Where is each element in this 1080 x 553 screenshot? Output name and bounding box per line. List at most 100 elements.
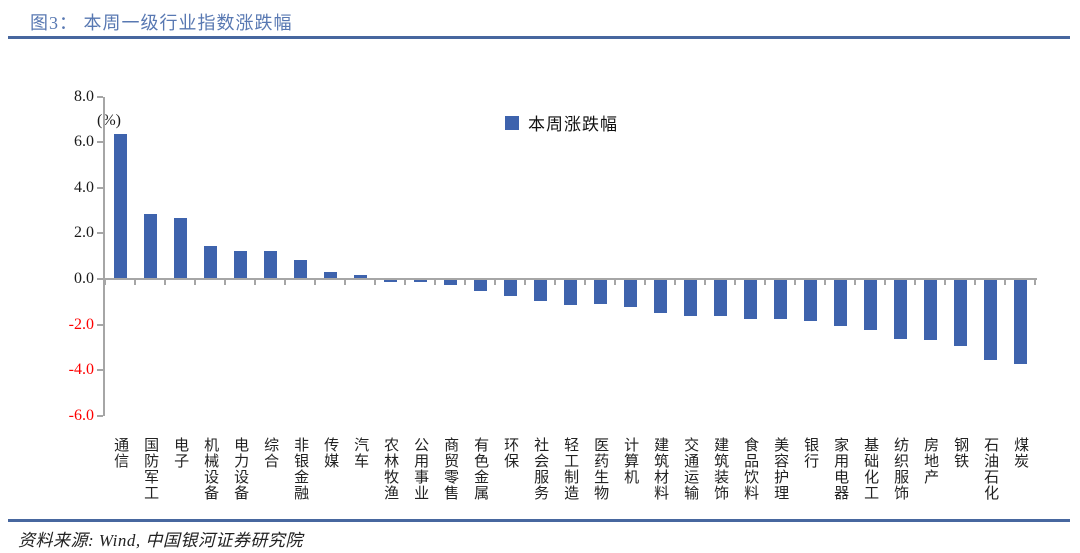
x-tick-label-text: 电子: [172, 437, 189, 469]
footer-divider: [8, 519, 1070, 522]
x-axis-tick: [404, 280, 406, 285]
y-tick-label: -2.0: [68, 315, 94, 333]
x-tick-label: 建筑装饰: [705, 437, 735, 506]
bar: [353, 274, 367, 278]
legend-label: 本周涨跌幅: [528, 115, 618, 134]
x-tick-label: 医药生物: [585, 437, 615, 506]
x-tick-label: 食品饮料: [735, 437, 765, 506]
bar: [143, 214, 157, 278]
x-tick-label: 银行: [795, 437, 825, 474]
x-axis-tick: [824, 280, 826, 285]
bar: [503, 280, 517, 296]
y-tick-label: 6.0: [74, 133, 94, 151]
x-tick-label: 有色金属: [465, 437, 495, 506]
x-axis-tick: [254, 280, 256, 285]
x-tick-label-text: 基础化工: [862, 437, 879, 501]
bar: [953, 280, 967, 347]
x-axis-tick: [764, 280, 766, 285]
y-axis-tick: [97, 323, 103, 326]
x-axis-tick: [1004, 280, 1006, 285]
x-axis-tick: [854, 280, 856, 285]
source-note: 资料来源: Wind, 中国银河证券研究院: [18, 531, 303, 550]
bar: [593, 280, 607, 304]
x-tick-label: 机械设备: [195, 437, 225, 506]
x-tick-label: 美容护理: [765, 437, 795, 506]
y-axis-tick: [97, 186, 103, 189]
x-tick-label-text: 轻工制造: [562, 437, 579, 501]
x-tick-label: 家用电器: [825, 437, 855, 506]
x-tick-label-text: 电力设备: [232, 437, 249, 501]
x-tick-label-text: 银行: [802, 437, 819, 469]
x-tick-label: 农林牧渔: [375, 437, 405, 506]
x-tick-label-text: 社会服务: [532, 437, 549, 501]
y-axis-tick: [97, 414, 103, 417]
bar: [653, 280, 667, 314]
x-axis-line: [103, 278, 1037, 280]
x-axis-tick: [134, 280, 136, 285]
bar: [323, 272, 337, 278]
x-tick-label: 石油石化: [975, 437, 1005, 506]
y-axis-line: [103, 96, 105, 416]
y-tick-label: 4.0: [74, 178, 94, 196]
y-axis-tick: [97, 369, 103, 372]
x-tick-label: 商贸零售: [435, 437, 465, 506]
x-axis-tick: [194, 280, 196, 285]
bar: [443, 280, 457, 285]
y-axis-unit-label: (%): [97, 112, 121, 129]
bar: [773, 280, 787, 319]
x-tick-label-text: 医药生物: [592, 437, 609, 501]
x-axis-tick: [884, 280, 886, 285]
x-tick-label-text: 纺织服饰: [892, 437, 909, 501]
legend-swatch-icon: [505, 115, 519, 130]
x-axis-tick: [164, 280, 166, 285]
x-axis-tick: [704, 280, 706, 285]
x-tick-label-text: 钢铁: [952, 437, 969, 469]
y-axis-tick: [97, 232, 103, 235]
bar: [293, 259, 307, 278]
x-tick-label: 交通运输: [675, 437, 705, 506]
x-tick-label: 汽车: [345, 437, 375, 474]
y-tick-label: 2.0: [74, 224, 94, 242]
x-tick-label-text: 建筑装饰: [712, 437, 729, 501]
bar-chart: (%) 本周涨跌幅 8.0 6.0 4.0 2.0 0.0 -2.0 -4.0 -6.0 通信国…: [0, 40, 1080, 515]
x-axis-tick: [584, 280, 586, 285]
x-axis-tick: [914, 280, 916, 285]
x-tick-label: 电力设备: [225, 437, 255, 506]
bar: [563, 280, 577, 306]
x-tick-label-text: 公用事业: [412, 437, 429, 501]
x-tick-label-text: 美容护理: [772, 437, 789, 501]
bar: [623, 280, 637, 308]
x-axis-tick: [614, 280, 616, 285]
x-tick-label-text: 传媒: [322, 437, 339, 469]
x-axis-tick: [314, 280, 316, 285]
bar: [923, 280, 937, 341]
x-axis-tick: [284, 280, 286, 285]
x-tick-label-text: 农林牧渔: [382, 437, 399, 501]
x-tick-label-text: 食品饮料: [742, 437, 759, 501]
x-tick-label: 基础化工: [855, 437, 885, 506]
x-tick-label: 社会服务: [525, 437, 555, 506]
x-tick-label: 综合: [255, 437, 285, 474]
x-tick-label: 纺织服饰: [885, 437, 915, 506]
x-tick-label-text: 计算机: [622, 437, 639, 485]
x-axis-tick: [464, 280, 466, 285]
bar: [473, 280, 487, 292]
x-tick-label: 非银金融: [285, 437, 315, 506]
x-axis-tick: [1034, 280, 1036, 285]
x-tick-label: 公用事业: [405, 437, 435, 506]
x-tick-label: 建筑材料: [645, 437, 675, 506]
x-tick-label-text: 非银金融: [292, 437, 309, 501]
x-tick-label-text: 家用电器: [832, 437, 849, 501]
x-axis-tick: [974, 280, 976, 285]
bar: [713, 280, 727, 317]
x-tick-label-text: 房地产: [922, 437, 939, 485]
x-tick-label: 电子: [165, 437, 195, 474]
x-tick-label-text: 汽车: [352, 437, 369, 469]
x-axis-tick: [494, 280, 496, 285]
x-axis-tick: [344, 280, 346, 285]
x-tick-label-text: 建筑材料: [652, 437, 669, 501]
x-tick-label: 传媒: [315, 437, 345, 474]
legend: 本周涨跌幅: [505, 110, 618, 135]
x-tick-label: 钢铁: [945, 437, 975, 474]
bar: [113, 134, 127, 278]
